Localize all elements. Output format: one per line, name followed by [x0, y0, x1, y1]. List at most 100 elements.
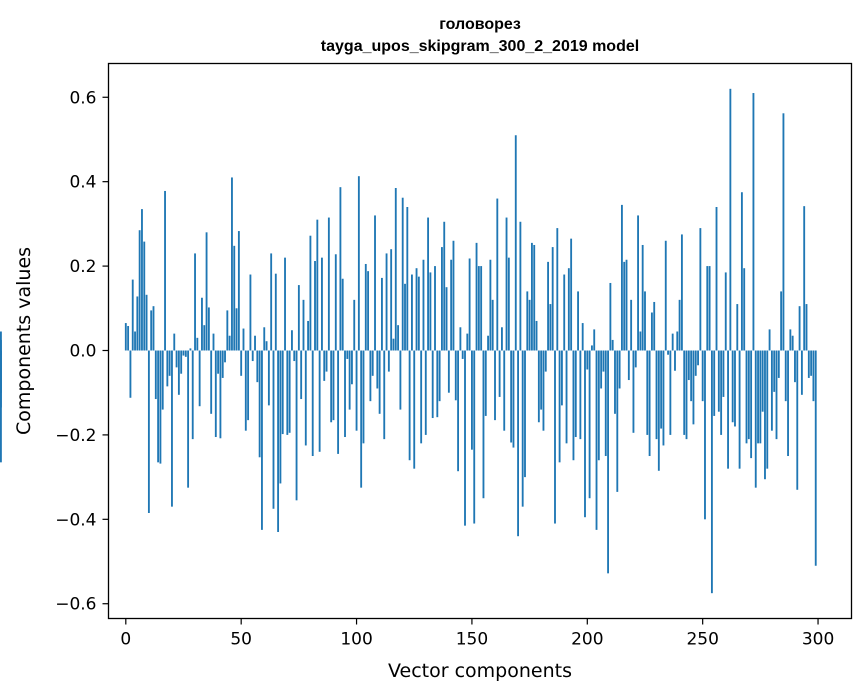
bar [584, 350, 586, 518]
bar [161, 350, 164, 410]
bar [443, 221, 446, 351]
bar [191, 350, 194, 440]
y-tick-label: 0.2 [69, 257, 96, 277]
bar [397, 325, 400, 351]
bar [565, 350, 568, 444]
bar [653, 301, 656, 351]
bar [708, 266, 711, 351]
bar [614, 350, 616, 414]
bar [159, 350, 162, 464]
bar [138, 230, 141, 351]
bar [764, 350, 766, 480]
x-tick-label: 200 [571, 630, 603, 650]
bar [540, 350, 543, 410]
bar [512, 350, 515, 448]
bar [729, 88, 732, 351]
bar [611, 339, 614, 351]
bar [131, 279, 134, 351]
bar [180, 350, 183, 374]
bar [734, 350, 736, 427]
bar [231, 177, 233, 351]
bar [297, 285, 300, 351]
bar [413, 350, 416, 469]
bar [641, 244, 644, 351]
bar [447, 350, 450, 393]
bar [182, 350, 185, 356]
bar [154, 350, 157, 400]
bar [127, 326, 130, 351]
bar [461, 350, 464, 359]
bar [664, 240, 667, 351]
bar [740, 192, 743, 351]
bar [590, 345, 593, 351]
bar [678, 299, 681, 351]
bar [581, 323, 584, 351]
bar [261, 350, 263, 530]
bar [784, 350, 787, 402]
bar [323, 350, 326, 381]
bar [632, 350, 635, 433]
bar [0, 350, 2, 355]
bar [501, 327, 503, 351]
x-axis-label: Vector components [388, 660, 572, 682]
bar [270, 253, 273, 351]
bar [618, 350, 621, 389]
bar [717, 350, 720, 412]
bar [353, 299, 356, 351]
bar [475, 242, 478, 351]
bar [295, 350, 298, 501]
bar [134, 331, 136, 351]
y-axis-label: Components values [13, 247, 35, 435]
bar [484, 350, 487, 416]
bar [434, 266, 436, 351]
bar [404, 283, 406, 351]
bar [770, 350, 773, 431]
bar [697, 350, 699, 366]
bar [141, 209, 143, 351]
bar [415, 268, 418, 351]
bar [394, 188, 397, 351]
bar [577, 291, 579, 351]
bar [595, 350, 598, 530]
bar [175, 350, 178, 368]
bar [251, 350, 254, 362]
bar [332, 350, 335, 421]
bar [789, 329, 792, 351]
bar [747, 350, 750, 440]
bar [773, 350, 776, 392]
bar [648, 350, 651, 457]
bar [348, 350, 351, 410]
bar [671, 333, 674, 351]
bar [355, 350, 358, 431]
bar [803, 206, 806, 351]
bar [551, 247, 554, 351]
bar [422, 259, 425, 351]
bar [604, 350, 607, 457]
bar [567, 268, 570, 351]
bar [221, 350, 224, 378]
bar [607, 350, 609, 574]
bar [505, 217, 508, 351]
bar [429, 272, 432, 351]
bar [796, 350, 799, 490]
chart-subtitle: tayga_upos_skipgram_300_2_2019 model [321, 38, 639, 55]
bar [574, 350, 577, 438]
bar [471, 350, 473, 450]
bar [625, 259, 628, 351]
bar [597, 350, 600, 461]
x-tick-label: 0 [120, 630, 131, 650]
bar [244, 350, 247, 431]
bar [387, 350, 390, 372]
bar [669, 350, 672, 435]
bar [302, 299, 305, 351]
bar [205, 232, 208, 351]
bar [519, 221, 522, 351]
bar [420, 350, 423, 444]
bar [503, 350, 506, 431]
bar [344, 350, 346, 438]
bar [369, 350, 372, 402]
bar [514, 135, 517, 351]
bar [547, 261, 549, 351]
bar [554, 350, 556, 524]
